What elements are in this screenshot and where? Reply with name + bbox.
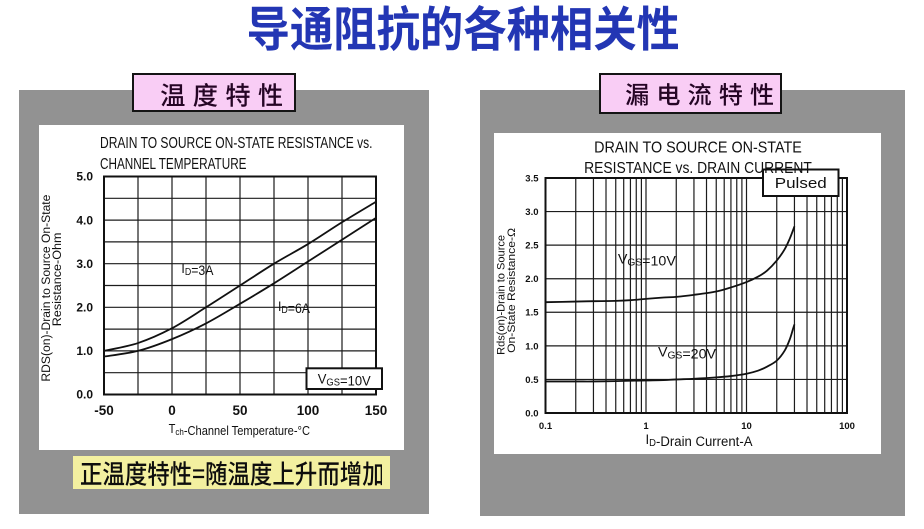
y-tick-label: 0.0 (76, 387, 93, 401)
chart-title-line: RESISTANCE vs. DRAIN CURRENT (584, 160, 812, 177)
x-tick-label: 50 (232, 403, 247, 418)
y-tick-label: 3.0 (525, 207, 538, 218)
x-tick-label: 0.1 (539, 421, 553, 432)
series-curve-1 (545, 324, 796, 383)
temperature-tag-text: 温度特性 (134, 75, 135, 76)
x-axis-label: ID-Drain Current-A (646, 432, 753, 449)
series-curve-0 (545, 226, 796, 304)
y-tick-label: 0.5 (525, 375, 539, 386)
temperature-tag-glyphs (161, 83, 283, 107)
y-tick-label: 4.0 (76, 213, 93, 227)
page-title-glyphs-path (248, 5, 678, 52)
positive-temperature-note-glyphs (80, 460, 383, 486)
chart-title-line: CHANNEL TEMPERATURE (100, 156, 247, 173)
temperature-tag-glyphs-path (161, 83, 283, 107)
series-label: VGS=10V (618, 251, 676, 268)
y-axis-label-line: Rds(on)-Drain to Source (496, 235, 508, 355)
annotation-box (762, 168, 840, 197)
y-tick-label: 2.0 (76, 300, 93, 314)
positive-temperature-note: 正温度特性=随温度上升而增加 (72, 455, 390, 490)
page-title-glyphs (248, 5, 678, 52)
drain-current-chart-box: 0.0 0.5 1.0 1.5 2.0 2.5 3.0 3.5 0.1 1 10 100 DRAIN T… (494, 133, 881, 454)
leakage-current-tag-glyphs (625, 83, 773, 106)
annotation-label: VGS=10V (318, 370, 372, 388)
series-label: ID=3A (181, 259, 214, 277)
y-tick-label: 3.5 (525, 173, 539, 184)
y-axis-label-line: Resistance-Ohm (52, 232, 64, 326)
x-tick-label: -50 (94, 403, 114, 418)
temperature-tag: 温度特性 (131, 73, 297, 112)
y-axis-label-line: RDS(on)-Drain to Source On-State (41, 194, 53, 381)
temperature-chart-box: 0.0 1.0 2.0 3.0 4.0 5.0 -50 0 50 100 150 DRAIN TO S… (39, 124, 404, 450)
leakage-current-tag: 漏电流特性 (598, 72, 783, 114)
x-tick-label: 1 (643, 421, 649, 432)
x-tick-label: 100 (297, 403, 320, 418)
y-tick-label: 2.5 (525, 241, 539, 252)
series-curve-1 (103, 216, 377, 357)
positive-temperature-note-text: 正温度特性=随温度上升而增加 (73, 456, 74, 457)
positive-temperature-note-glyphs-path (80, 460, 383, 486)
x-tick-label: 150 (365, 403, 388, 418)
plot-border (544, 177, 848, 414)
y-tick-label: 5.0 (76, 169, 93, 183)
chart-title-line: DRAIN TO SOURCE ON-STATE RESISTANCE vs. (100, 135, 373, 152)
y-axis-label-line: On-State Resistance-Ω (506, 228, 518, 353)
annotation-box (305, 366, 383, 390)
series-curve-0 (103, 200, 377, 352)
x-tick-label: 10 (741, 421, 752, 432)
plot-border (103, 175, 377, 395)
y-tick-label: 1.0 (76, 344, 93, 358)
y-tick-label: 1.0 (525, 341, 538, 352)
leakage-current-tag-text: 漏电流特性 (601, 75, 602, 76)
chart-title-line: DRAIN TO SOURCE ON-STATE (594, 140, 802, 157)
page-title-text: 导通阻抗的各种相关性 (0, 0, 1, 1)
drain-current-chart: 0.0 0.5 1.0 1.5 2.0 2.5 3.0 3.5 0.1 1 10 100 DRAIN T… (496, 140, 855, 450)
y-tick-label: 1.5 (525, 308, 539, 319)
temperature-chart: 0.0 1.0 2.0 3.0 4.0 5.0 -50 0 50 100 150 DRAIN TO S… (41, 135, 388, 438)
series-label: ID=6A (278, 297, 311, 315)
x-tick-label: 0 (168, 403, 176, 418)
y-tick-label: 0.0 (525, 408, 538, 419)
y-tick-label: 3.0 (76, 256, 93, 270)
series-label: VGS=20V (658, 345, 716, 362)
y-tick-label: 2.0 (525, 274, 538, 285)
annotation-label: Pulsed (775, 176, 827, 192)
leakage-current-tag-glyphs-path (625, 83, 773, 106)
x-tick-label: 100 (839, 421, 855, 432)
x-axis-label: Tch-Channel Temperature-°C (169, 421, 310, 438)
